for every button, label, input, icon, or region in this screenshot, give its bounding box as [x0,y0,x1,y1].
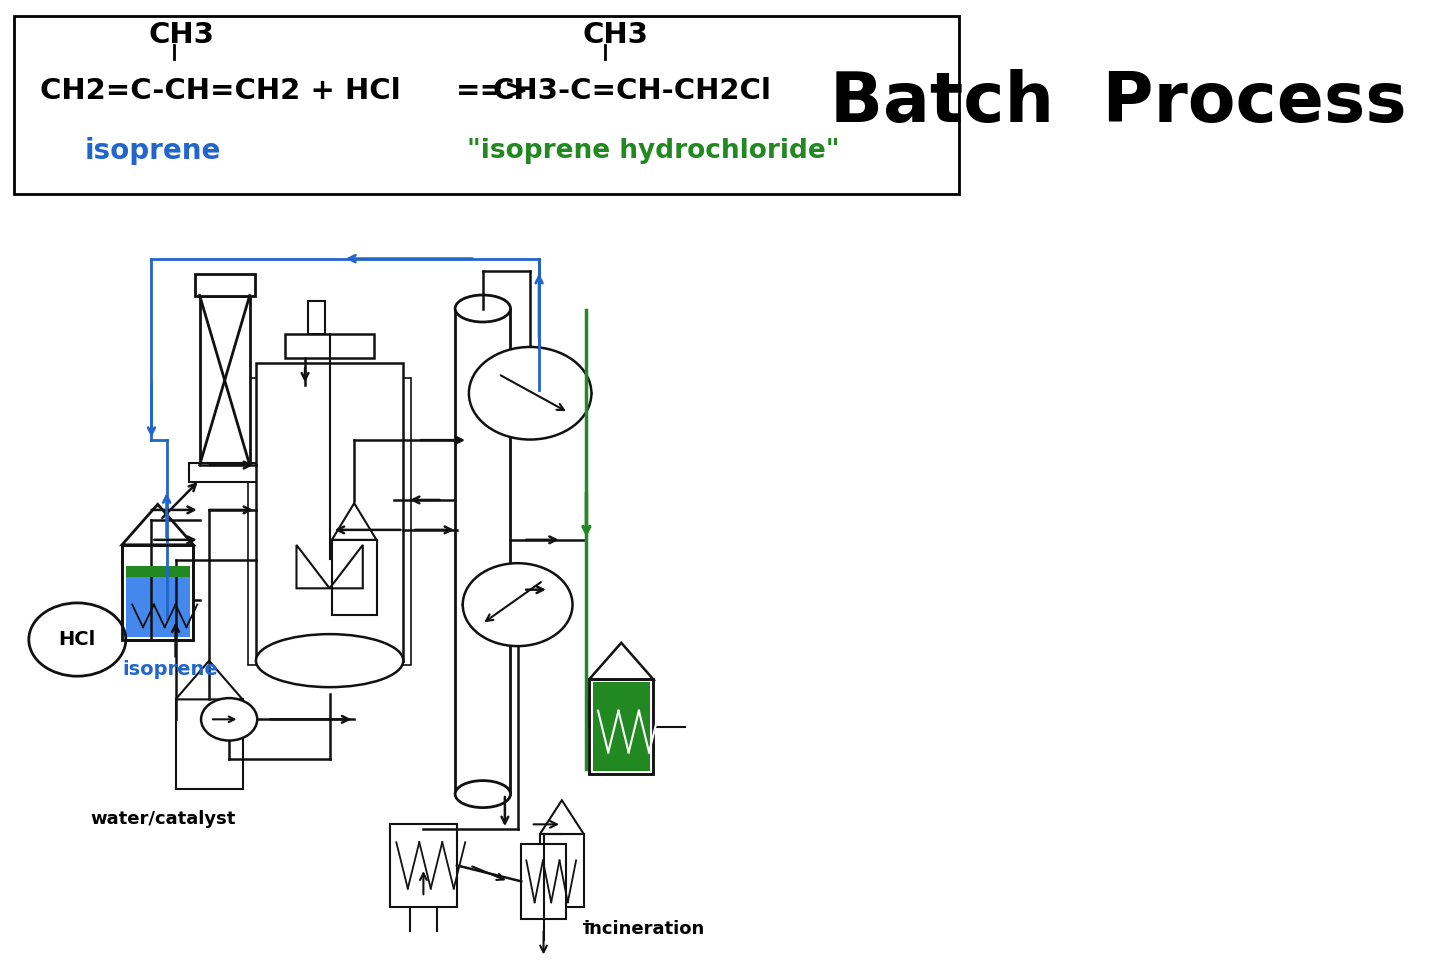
Bar [540,834,583,907]
Bar [14,15,959,194]
Bar [522,844,566,919]
Bar [200,296,250,465]
Circle shape [29,602,126,676]
Polygon shape [540,801,583,834]
Text: isoprene: isoprene [121,659,217,679]
Text: "isoprene hydrochloride": "isoprene hydrochloride" [467,138,840,163]
Bar [190,463,260,483]
Text: isoprene: isoprene [84,137,220,164]
Bar [286,335,374,359]
Bar [126,566,190,636]
Bar [390,824,457,907]
Polygon shape [121,505,193,544]
Bar [307,301,326,335]
Polygon shape [332,503,376,540]
Text: CH3-C=CH-CH2Cl: CH3-C=CH-CH2Cl [493,77,772,105]
Text: incineration: incineration [583,920,704,938]
Ellipse shape [256,634,403,688]
Text: HCl: HCl [59,630,96,649]
Bar [126,566,190,577]
Circle shape [201,698,257,741]
Circle shape [463,563,573,646]
Bar [589,680,653,775]
Bar [249,378,412,665]
Text: CH3: CH3 [582,21,649,49]
Text: Batch  Process: Batch Process [830,69,1406,136]
Bar [589,680,653,775]
Bar [194,275,254,296]
Bar [332,540,376,615]
Bar [454,308,510,794]
Text: ==>: ==> [456,77,529,105]
Bar [256,364,403,660]
Polygon shape [176,660,243,699]
Ellipse shape [454,780,510,807]
Bar [121,544,193,639]
Polygon shape [589,643,653,680]
Text: water/catalyst: water/catalyst [90,810,236,828]
Bar [593,683,650,772]
Text: CH3: CH3 [149,21,214,49]
Bar [121,544,193,639]
Bar [176,699,243,789]
Ellipse shape [454,295,510,322]
Circle shape [469,347,592,440]
Text: CH2=C-CH=CH2 + HCl: CH2=C-CH=CH2 + HCl [40,77,400,105]
